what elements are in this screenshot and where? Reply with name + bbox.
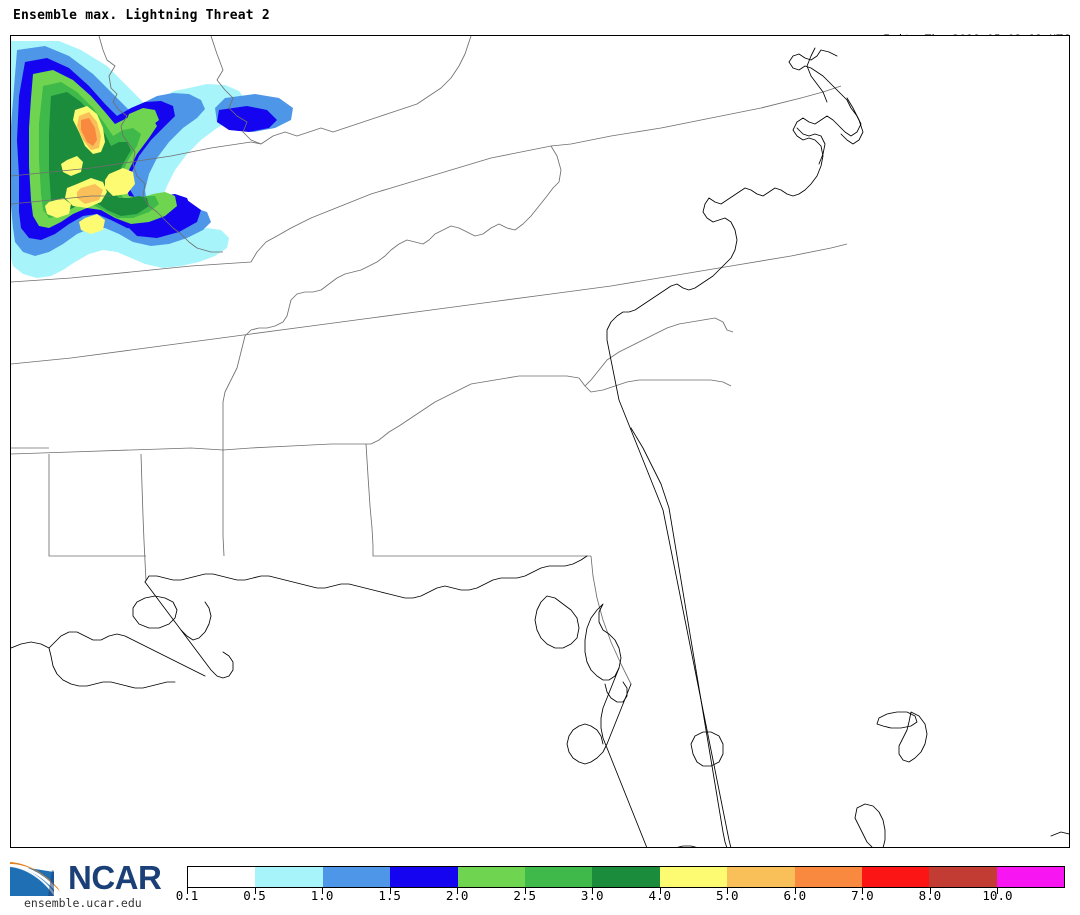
- colorbar-tick-label: 2.0: [445, 888, 469, 903]
- colorbar-segment: [929, 867, 997, 887]
- colorbar-tick: [457, 888, 459, 894]
- map-geography: [11, 36, 1069, 847]
- page-title: Ensemble max. Lightning Threat 2: [13, 8, 270, 23]
- colorbar-segment: [861, 867, 930, 887]
- lightning-threat-field: [11, 41, 293, 278]
- colorbar-tick-label: 6.0: [783, 888, 807, 903]
- colorbar-tick: [187, 888, 188, 894]
- colorbar-segment: [727, 867, 795, 887]
- colorbar-segment: [390, 867, 458, 887]
- colorbar[interactable]: [187, 866, 1065, 888]
- colorbar-tick: [389, 888, 391, 894]
- colorbar-tick-label: 1.0: [310, 888, 334, 903]
- colorbar-segment: [188, 867, 256, 887]
- colorbar-tick-label: 1.5: [378, 888, 401, 903]
- coastlines: [11, 47, 1069, 847]
- colorbar-segment: [457, 867, 525, 887]
- colorbar-tick-label: 0.1: [175, 888, 199, 903]
- ncar-logo[interactable]: NCAR ensemble.ucar.edu: [6, 858, 181, 910]
- colorbar-segment: [322, 867, 391, 887]
- colorbar-tick: [862, 888, 864, 894]
- colorbar-tick-label: 8.0: [918, 888, 942, 903]
- colorbar-ticks: [187, 866, 1065, 894]
- colorbar-tick-label: 4.0: [648, 888, 672, 903]
- ncar-url: ensemble.ucar.edu: [24, 896, 142, 910]
- colorbar-segment: [524, 867, 593, 887]
- colorbar-segment: [592, 867, 660, 887]
- colorbar-segment: [659, 867, 728, 887]
- colorbar-tick: [254, 888, 256, 894]
- colorbar-tick: [659, 888, 661, 894]
- contour-band-6.0: [81, 118, 97, 146]
- map-plot-area[interactable]: [10, 35, 1070, 848]
- contour-band-3.0: [49, 92, 149, 216]
- colorbar-tick-label: 0.5: [243, 888, 266, 903]
- colorbar-tick: [322, 888, 324, 894]
- colorbar-tick-labels: 0.1 0.5 1.0 1.5 2.0 2.5 3.0 4.0 5.0 6.0 7.0 8.0 10.0: [0, 888, 1080, 912]
- colorbar-segments: [187, 866, 1065, 888]
- colorbar-tick-label: 2.5: [513, 888, 536, 903]
- colorbar-tick-label: 7.0: [851, 888, 874, 903]
- colorbar-tick: [524, 888, 526, 894]
- colorbar-tick-label: 3.0: [580, 888, 604, 903]
- colorbar-segment: [794, 867, 862, 887]
- colorbar-segment: [996, 867, 1065, 887]
- colorbar-tick: [592, 888, 594, 894]
- colorbar-tick: [794, 888, 796, 894]
- colorbar-tick-label: 5.0: [716, 888, 739, 903]
- colorbar-tick: [997, 888, 999, 894]
- ncar-swoosh-icon: [10, 862, 60, 896]
- state-borders: [11, 36, 848, 685]
- ncar-wordmark: NCAR: [68, 859, 162, 896]
- colorbar-tick-label: 10.0: [982, 888, 1013, 903]
- colorbar-tick: [727, 888, 729, 894]
- colorbar-tick: [929, 888, 931, 894]
- colorbar-segment: [255, 867, 323, 887]
